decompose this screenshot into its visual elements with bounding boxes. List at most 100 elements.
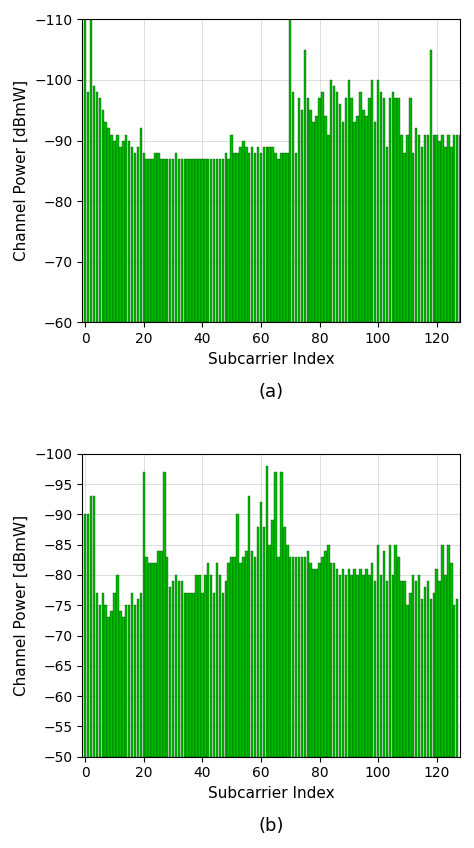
Bar — [178, 159, 180, 322]
Bar — [429, 50, 432, 322]
Bar — [350, 575, 353, 756]
Bar — [122, 141, 125, 322]
Bar — [119, 147, 122, 322]
Bar — [441, 135, 444, 322]
Bar — [447, 544, 450, 756]
Bar — [96, 593, 98, 756]
Bar — [216, 159, 218, 322]
Bar — [409, 98, 411, 322]
Bar — [169, 587, 172, 756]
Bar — [277, 159, 280, 322]
Bar — [389, 544, 391, 756]
Bar — [265, 147, 268, 322]
Bar — [154, 563, 157, 756]
Bar — [310, 563, 312, 756]
Bar — [178, 581, 180, 756]
Bar — [192, 593, 195, 756]
Bar — [286, 153, 289, 322]
Bar — [175, 575, 177, 756]
Bar — [301, 110, 303, 322]
Bar — [436, 569, 438, 756]
Bar — [394, 98, 397, 322]
Bar — [456, 600, 458, 756]
Bar — [230, 557, 233, 756]
Bar — [283, 527, 286, 756]
Bar — [190, 159, 192, 322]
Bar — [140, 593, 142, 756]
Bar — [345, 98, 347, 322]
Bar — [175, 153, 177, 322]
Bar — [324, 550, 327, 756]
Bar — [286, 544, 289, 756]
Text: (a): (a) — [259, 383, 284, 401]
Bar — [394, 544, 397, 756]
Bar — [339, 104, 341, 322]
Bar — [143, 472, 145, 756]
Bar — [336, 92, 338, 322]
Bar — [257, 147, 259, 322]
Bar — [137, 147, 139, 322]
Bar — [201, 593, 204, 756]
Bar — [432, 135, 435, 322]
Bar — [87, 515, 90, 756]
Bar — [333, 563, 336, 756]
Bar — [198, 159, 201, 322]
Bar — [277, 557, 280, 756]
Bar — [280, 472, 283, 756]
Bar — [272, 521, 274, 756]
Bar — [418, 135, 420, 322]
Bar — [260, 502, 262, 756]
Bar — [254, 153, 256, 322]
Bar — [93, 86, 95, 322]
Bar — [386, 147, 388, 322]
Bar — [166, 557, 168, 756]
Bar — [421, 600, 423, 756]
Bar — [242, 557, 245, 756]
Bar — [222, 593, 224, 756]
Bar — [108, 128, 110, 322]
Bar — [438, 141, 441, 322]
Bar — [268, 147, 271, 322]
Bar — [143, 153, 145, 322]
Bar — [125, 605, 128, 756]
Bar — [312, 122, 315, 322]
Bar — [90, 496, 92, 756]
Bar — [312, 569, 315, 756]
Bar — [213, 593, 215, 756]
Bar — [131, 593, 133, 756]
Bar — [436, 135, 438, 322]
Bar — [172, 159, 174, 322]
Bar — [330, 563, 332, 756]
Bar — [362, 110, 365, 322]
Bar — [315, 116, 318, 322]
Bar — [403, 581, 406, 756]
X-axis label: Subcarrier Index: Subcarrier Index — [208, 352, 335, 366]
Bar — [456, 135, 458, 322]
Bar — [315, 569, 318, 756]
Bar — [383, 98, 385, 322]
Bar — [374, 122, 376, 322]
Bar — [424, 587, 426, 756]
Bar — [183, 159, 186, 322]
Bar — [204, 575, 207, 756]
Bar — [380, 575, 382, 756]
Bar — [462, 135, 465, 322]
Bar — [274, 153, 277, 322]
Bar — [263, 147, 265, 322]
Bar — [280, 153, 283, 322]
Bar — [186, 159, 189, 322]
Bar — [157, 153, 160, 322]
Bar — [342, 122, 344, 322]
Y-axis label: Channel Power [dBmW]: Channel Power [dBmW] — [14, 515, 29, 696]
Bar — [374, 581, 376, 756]
Bar — [356, 575, 359, 756]
Bar — [260, 153, 262, 322]
Bar — [146, 557, 148, 756]
Bar — [292, 92, 294, 322]
Bar — [424, 135, 426, 322]
Bar — [321, 92, 324, 322]
Bar — [110, 611, 113, 756]
Bar — [386, 581, 388, 756]
Bar — [251, 147, 254, 322]
Bar — [219, 575, 221, 756]
